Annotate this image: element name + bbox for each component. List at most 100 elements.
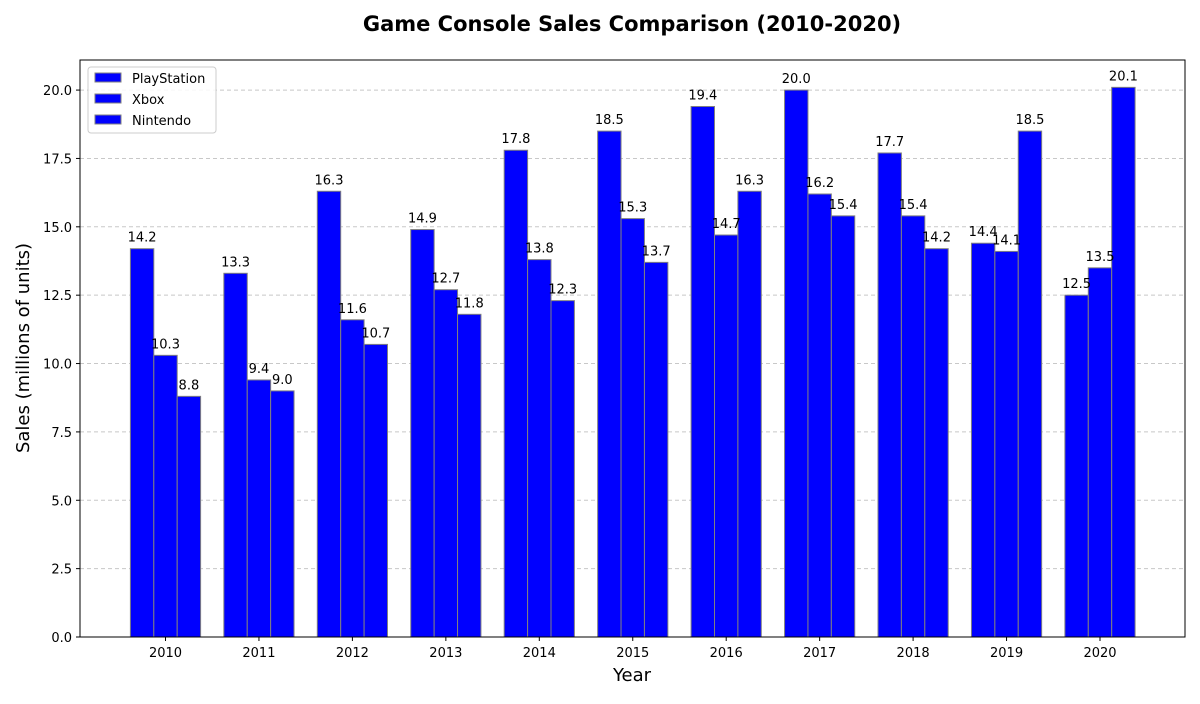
bar-xbox-2016: [714, 234, 739, 638]
data-label: 10.7: [361, 326, 390, 341]
data-label: 16.2: [805, 176, 834, 191]
x-tick-label: 2019: [990, 646, 1023, 661]
data-label: 15.4: [829, 198, 858, 213]
bar-xbox-2010: [153, 354, 178, 638]
bar-xbox-2012: [340, 319, 365, 638]
y-tick-label: 17.5: [43, 152, 72, 167]
y-axis-label: Sales (millions of units): [13, 243, 34, 453]
bar-xbox-2019: [994, 250, 1019, 638]
data-label: 14.1: [992, 233, 1021, 248]
data-label: 14.7: [712, 217, 741, 232]
x-tick-label: 2013: [429, 646, 462, 661]
bar-nintendo-2018: [924, 248, 949, 638]
data-label: 17.7: [875, 135, 904, 150]
data-label: 9.4: [249, 362, 270, 377]
bar-playstation-2011: [223, 272, 248, 638]
x-tick-label: 2010: [149, 646, 182, 661]
bar-xbox-2017: [807, 193, 832, 638]
data-label: 15.3: [618, 201, 647, 216]
data-label: 10.3: [151, 337, 180, 352]
bar-nintendo-2010: [176, 395, 202, 638]
legend-swatch: [94, 93, 122, 104]
y-tick-label: 10.0: [43, 358, 72, 373]
bars: [129, 86, 1136, 638]
data-label: 19.4: [688, 88, 717, 103]
bar-playstation-2017: [784, 89, 809, 638]
bar-nintendo-2016: [737, 190, 762, 638]
bar-playstation-2018: [877, 152, 902, 638]
bar-playstation-2014: [503, 149, 529, 638]
bar-xbox-2015: [620, 218, 645, 638]
y-axis: 0.0 2.5 5.0 7.5 10.0 12.5 15.0 17.5 20.0: [43, 84, 80, 646]
data-label: 13.3: [221, 255, 250, 270]
data-label: 15.4: [899, 198, 928, 213]
x-tick-label: 2011: [242, 646, 275, 661]
data-label: 12.7: [431, 272, 460, 287]
bar-nintendo-2020: [1111, 86, 1136, 638]
x-tick-label: 2020: [1083, 646, 1116, 661]
x-tick-label: 2015: [616, 646, 649, 661]
bar-xbox-2013: [433, 289, 459, 638]
x-tick-label: 2014: [523, 646, 556, 661]
x-tick-label: 2018: [897, 646, 930, 661]
data-label: 18.5: [595, 113, 624, 128]
data-label: 16.3: [735, 173, 764, 188]
legend-swatch: [94, 114, 122, 125]
data-label: 20.1: [1109, 69, 1138, 84]
bar-playstation-2012: [316, 190, 342, 638]
bar-playstation-2016: [690, 105, 715, 638]
data-label: 8.8: [179, 378, 200, 393]
y-tick-label: 0.0: [51, 631, 72, 646]
data-label: 13.7: [642, 244, 671, 259]
data-label: 17.8: [501, 132, 530, 147]
y-tick-label: 2.5: [51, 563, 72, 578]
data-label: 16.3: [315, 173, 344, 188]
bar-playstation-2013: [410, 229, 435, 638]
data-label: 14.2: [922, 231, 951, 246]
y-tick-label: 12.5: [43, 289, 72, 304]
y-tick-label: 20.0: [43, 84, 72, 99]
data-label: 20.0: [782, 72, 811, 87]
legend-label: Xbox: [132, 93, 165, 108]
chart-title: Game Console Sales Comparison (2010-2020…: [363, 12, 901, 36]
x-tick-label: 2012: [336, 646, 369, 661]
legend-label: PlayStation: [132, 72, 205, 87]
bar-xbox-2014: [527, 259, 552, 638]
bar-playstation-2019: [970, 242, 996, 638]
bar-xbox-2020: [1087, 267, 1113, 638]
bar-nintendo-2011: [270, 390, 295, 638]
data-label: 14.2: [128, 231, 157, 246]
data-label: 13.5: [1086, 250, 1115, 265]
data-label: 12.5: [1062, 277, 1091, 292]
x-axis: 2010 2011 2012 2013 2014 2015 2016 2017 2018 2019…: [149, 637, 1117, 661]
legend: PlayStation Xbox Nintendo: [87, 66, 217, 134]
bar-nintendo-2017: [830, 215, 856, 638]
bar-nintendo-2014: [550, 300, 575, 638]
bar-nintendo-2012: [363, 343, 389, 638]
bar-nintendo-2019: [1017, 130, 1043, 638]
y-tick-label: 5.0: [51, 494, 72, 509]
data-label: 11.6: [338, 302, 367, 317]
bar-nintendo-2015: [643, 261, 669, 638]
data-label: 11.8: [455, 296, 484, 311]
bar-playstation-2010: [129, 248, 155, 638]
data-label: 9.0: [272, 373, 293, 388]
x-tick-label: 2016: [710, 646, 743, 661]
legend-label: Nintendo: [132, 114, 191, 129]
data-label: 14.9: [408, 212, 437, 227]
data-label: 13.8: [525, 242, 554, 257]
bar-xbox-2011: [246, 379, 272, 638]
data-label: 14.4: [969, 225, 998, 240]
x-tick-label: 2017: [803, 646, 836, 661]
data-label: 12.3: [548, 283, 577, 298]
legend-swatch: [94, 72, 122, 83]
y-tick-label: 15.0: [43, 221, 72, 236]
data-label: 18.5: [1015, 113, 1044, 128]
bar-playstation-2020: [1064, 294, 1089, 638]
x-axis-label: Year: [612, 665, 652, 686]
value-labels: 14.2 10.3 8.8 13.3 9.49.0 16.3 11.6 10.7 14.9 12.…: [128, 69, 1138, 393]
bar-nintendo-2013: [457, 313, 482, 638]
bar-xbox-2018: [900, 215, 926, 638]
